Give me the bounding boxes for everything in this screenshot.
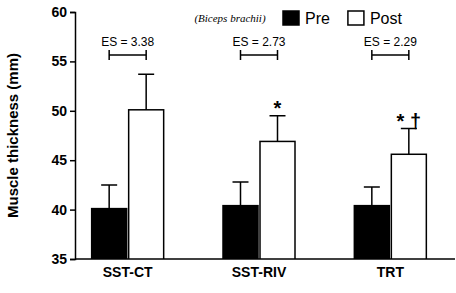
y-tick: 35 [51, 251, 75, 267]
y-tick-mark [70, 111, 75, 113]
bracket [241, 50, 278, 60]
y-tick-mark [70, 209, 75, 211]
bar [223, 206, 258, 259]
x-tick-label: SST-RIV [232, 264, 287, 280]
annotation: ES = 3.38 [101, 35, 154, 49]
annotation: * † [397, 110, 421, 132]
y-tick-label: 40 [51, 202, 67, 218]
x-tick-label: SST-CT [103, 264, 153, 280]
legend: Pre Post [283, 10, 402, 27]
y-tick-label: 55 [51, 53, 67, 69]
bar [92, 209, 127, 259]
bar [129, 110, 164, 259]
y-tick-mark [70, 259, 75, 261]
y-tick-mark [70, 61, 75, 63]
y-tick: 40 [51, 202, 75, 218]
subtitle: (Biceps brachii) [194, 12, 266, 25]
x-tick: SST-RIV [232, 259, 287, 280]
error-bar [401, 129, 417, 155]
plot-area [92, 74, 427, 259]
y-tick-label: 50 [51, 103, 67, 119]
y-tick: 55 [51, 53, 75, 69]
y-tick-label: 60 [51, 4, 67, 20]
x-tick: SST-CT [103, 259, 153, 280]
bar [260, 141, 295, 259]
error-bar [270, 116, 286, 142]
y-tick: 60 [51, 4, 75, 20]
y-axis: 35 40 45 50 55 60 [51, 4, 75, 267]
legend-label: Pre [305, 10, 330, 27]
y-tick-label: 35 [51, 251, 67, 267]
y-tick: 45 [51, 152, 75, 168]
bar [354, 206, 389, 259]
error-bar [101, 185, 117, 209]
bracket [372, 50, 409, 60]
y-tick-mark [70, 12, 75, 14]
y-tick: 50 [51, 103, 75, 119]
legend-swatch [283, 11, 299, 25]
y-axis-line [70, 13, 76, 260]
y-tick-mark [70, 160, 75, 162]
x-axis: SST-CT SST-RIV TRT [75, 259, 455, 280]
annotation: ES = 2.73 [232, 35, 285, 49]
legend-swatch [348, 11, 364, 25]
legend-label: Post [370, 10, 403, 27]
x-tick-label: TRT [377, 264, 405, 280]
y-tick-label: 45 [51, 152, 67, 168]
bar [391, 154, 426, 259]
error-bar [138, 74, 154, 110]
y-axis-title: Muscle thickness (mm) [4, 53, 21, 218]
annotation: * [274, 97, 282, 119]
x-tick: TRT [377, 259, 405, 280]
error-bar [364, 187, 380, 206]
error-bar [233, 182, 249, 206]
annotation: ES = 2.29 [364, 35, 417, 49]
bracket [109, 50, 146, 60]
chart: 35 40 45 50 55 60 SST-CT SST-RIV TRT Muscle thick… [0, 0, 456, 293]
